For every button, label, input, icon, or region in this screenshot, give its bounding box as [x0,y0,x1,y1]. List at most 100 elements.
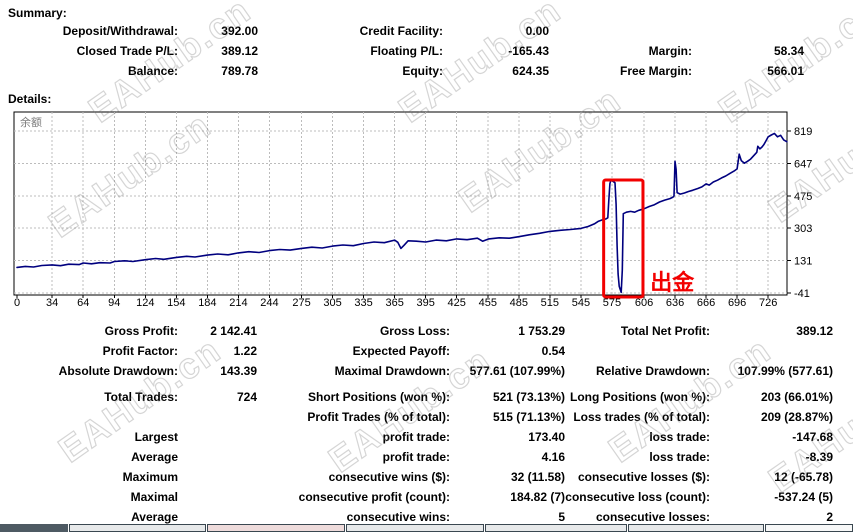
x-tick-label: 335 [354,297,372,309]
field-value: 521 (73.13%) [492,390,565,404]
x-tick-label: 94 [108,297,120,309]
x-tick-label: 696 [728,297,746,309]
field-label: consecutive wins: [346,510,450,524]
field-value: 32 (11.58) [510,470,565,484]
x-tick-label: 124 [136,297,154,309]
field-value: 1 753.29 [518,324,565,338]
report-row: Maximal consecutive profit (count): 184.82… [8,487,833,507]
field-label: Average [131,450,178,464]
field-label: Profit Factor: [102,344,178,358]
report-row: Total Trades: 724 Short Positions (won %):… [8,387,833,407]
field-value: 515 (71.13%) [492,410,565,424]
withdrawal-box [602,178,645,299]
field-label: Profit Trades (% of total): [307,410,450,424]
field-label: Credit Facility: [359,24,443,38]
field-label: Largest [134,430,178,444]
field-value: 107.99% (577.61) [737,364,833,378]
field-label: profit trade: [382,450,450,464]
field-label: Long Positions (won %): [570,390,710,404]
field-label: Closed Trade P/L: [76,44,178,58]
field-value: 389.12 [221,44,258,58]
field-value [692,21,804,41]
x-tick-label: 726 [759,297,777,309]
x-tick-label: 305 [323,297,341,309]
report-row: Maximum consecutive wins ($): 32 (11.58) co… [8,467,833,487]
x-tick-label: 244 [260,297,278,309]
field-label: Gross Profit: [104,324,178,338]
report-row: Closed Trade P/L: 389.12 Floating P/L: -165… [8,41,804,61]
field-label: Total Net Profit: [620,324,710,338]
field-value: 2 [826,510,833,524]
report-row: Profit Factor: 1.22 Expected Payoff: 0.54 [8,341,833,361]
field-label [549,21,692,41]
statistics-grid: Gross Profit: 2 142.41 Gross Loss: 1 753.29… [8,321,833,527]
x-tick-label: 184 [198,297,216,309]
report-row: Gross Profit: 2 142.41 Gross Loss: 1 753.29… [8,321,833,341]
x-tick-label: 275 [292,297,310,309]
x-tick-label: 485 [510,297,528,309]
field-label: Maximal [130,490,178,504]
field-value: 577.61 (107.99%) [469,364,565,378]
field-label: Balance: [127,64,178,78]
field-label: Gross Loss: [379,324,450,338]
field-label: loss trade: [649,430,710,444]
report-row: Average consecutive wins: 5 consecutive los… [8,507,833,527]
field-label: Equity: [402,64,443,78]
y-tick-label: 475 [794,191,812,203]
summary-section-title: Summary: [8,6,67,20]
field-value: 203 (66.01%) [760,390,833,404]
table-cell-cutoff [0,524,68,532]
field-value [178,427,257,447]
report-row: Deposit/Withdrawal: 392.00 Credit Facility… [8,21,804,41]
field-label: Maximal Drawdown: [334,364,450,378]
y-tick-label: 647 [794,158,812,170]
field-label: Total Trades: [104,390,178,404]
field-label [565,341,710,361]
field-label: Floating P/L: [370,44,443,58]
field-value [178,487,257,507]
x-tick-label: 545 [572,297,590,309]
field-value: 173.40 [528,430,565,444]
x-tick-label: 636 [666,297,684,309]
x-tick-label: 575 [603,297,621,309]
x-tick-label: 154 [167,297,185,309]
field-value: 789.78 [221,64,258,78]
y-tick-label: -41 [794,288,810,300]
field-label: Expected Payoff: [352,344,450,358]
field-value: 0.54 [541,344,565,358]
field-value: 1.22 [233,344,257,358]
report-row: Absolute Drawdown: 143.39 Maximal Drawdown… [8,361,833,381]
y-tick-label: 303 [794,223,812,235]
field-value: -147.68 [792,430,833,444]
field-value: 143.39 [220,364,257,378]
y-tick-label: 819 [794,126,812,138]
field-label: consecutive losses ($): [577,470,710,484]
field-value: -537.24 (5) [774,490,833,504]
x-tick-label: 365 [385,297,403,309]
field-label: loss trade: [649,450,710,464]
field-value: 389.12 [796,324,833,338]
x-tick-label: 64 [77,297,89,309]
field-value [178,407,257,427]
x-tick-label: 455 [479,297,497,309]
chart-series-label: 余额 [20,115,42,129]
field-value: 566.01 [767,64,804,78]
x-tick-label: 606 [635,297,653,309]
field-value: -8.39 [805,450,833,464]
field-label: Absolute Drawdown: [58,364,178,378]
field-value: 4.16 [541,450,565,464]
x-tick-label: 395 [417,297,435,309]
field-value: 724 [236,390,257,404]
field-value: 2 142.41 [210,324,257,338]
report-row: Average profit trade: 4.16 loss trade: -8.39 [8,447,833,467]
field-label: consecutive losses: [595,510,710,524]
field-value: 624.35 [512,64,549,78]
withdrawal-label: 出金 [650,270,695,295]
x-tick-label: 666 [697,297,715,309]
field-value: -165.43 [508,44,549,58]
field-label: Average [131,510,178,524]
field-label: Margin: [648,44,692,58]
field-value [178,467,257,487]
field-label: consecutive loss (count): [565,490,710,504]
field-value [710,341,833,361]
